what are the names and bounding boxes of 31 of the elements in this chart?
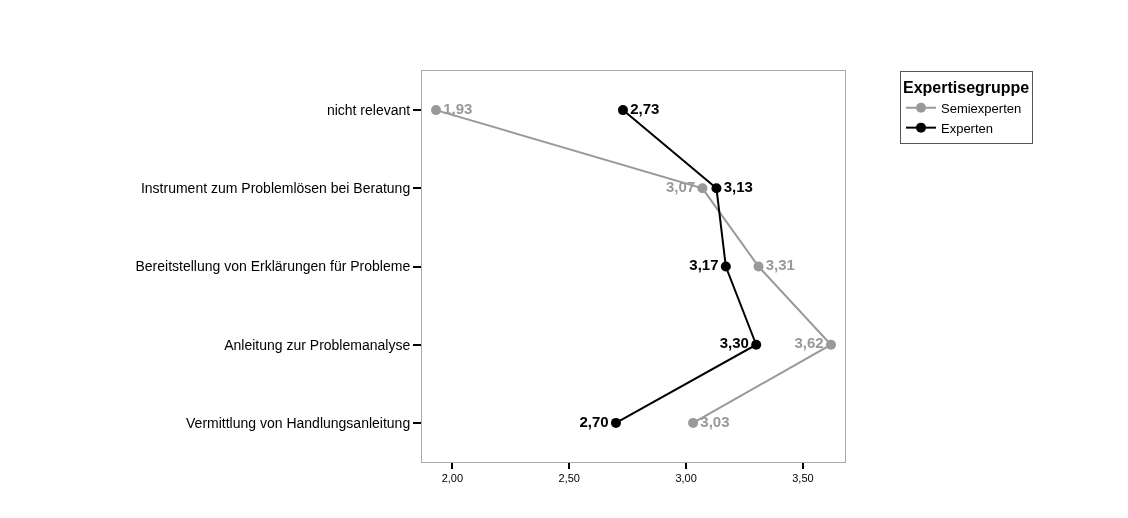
data-label: 3,17 <box>689 256 719 274</box>
y-tick-label: Instrument zum Problemlösen bei Beratung <box>140 180 411 197</box>
point <box>697 183 708 194</box>
data-label: 2,70 <box>579 412 609 430</box>
x-tick-label: 3,00 <box>675 472 697 485</box>
legend-title: Expertisegruppe <box>902 78 1030 96</box>
legend-label: Semiexperten <box>940 100 1022 116</box>
y-tick-label: Vermittlung von Handlungsanleitung <box>186 414 411 431</box>
y-tick-label: nicht relevant <box>326 102 411 118</box>
point <box>610 417 621 428</box>
data-label: 3,13 <box>723 178 753 196</box>
y-tick-label: Bereitstellung von Erklärungen für Probleme <box>135 258 411 275</box>
y-tick-label: Anleitung zur Problemanalyse <box>224 336 411 353</box>
point <box>720 261 731 272</box>
point <box>431 105 442 116</box>
legend-label: Experten <box>940 120 994 136</box>
data-label: 3,62 <box>794 334 824 352</box>
x-tick-label: 2,50 <box>558 472 580 485</box>
data-label: 1,93 <box>443 99 473 117</box>
point <box>711 183 722 194</box>
point <box>688 417 699 428</box>
point <box>825 339 836 350</box>
data-label: 3,03 <box>700 412 730 430</box>
point <box>753 261 764 272</box>
data-label: 3,30 <box>719 334 749 352</box>
x-tick-label: 3,50 <box>792 472 814 485</box>
point <box>617 105 628 116</box>
x-tick-label: 2,00 <box>441 472 464 485</box>
point <box>751 339 762 350</box>
data-label: 2,73 <box>630 99 660 117</box>
data-label: 3,31 <box>765 256 795 274</box>
